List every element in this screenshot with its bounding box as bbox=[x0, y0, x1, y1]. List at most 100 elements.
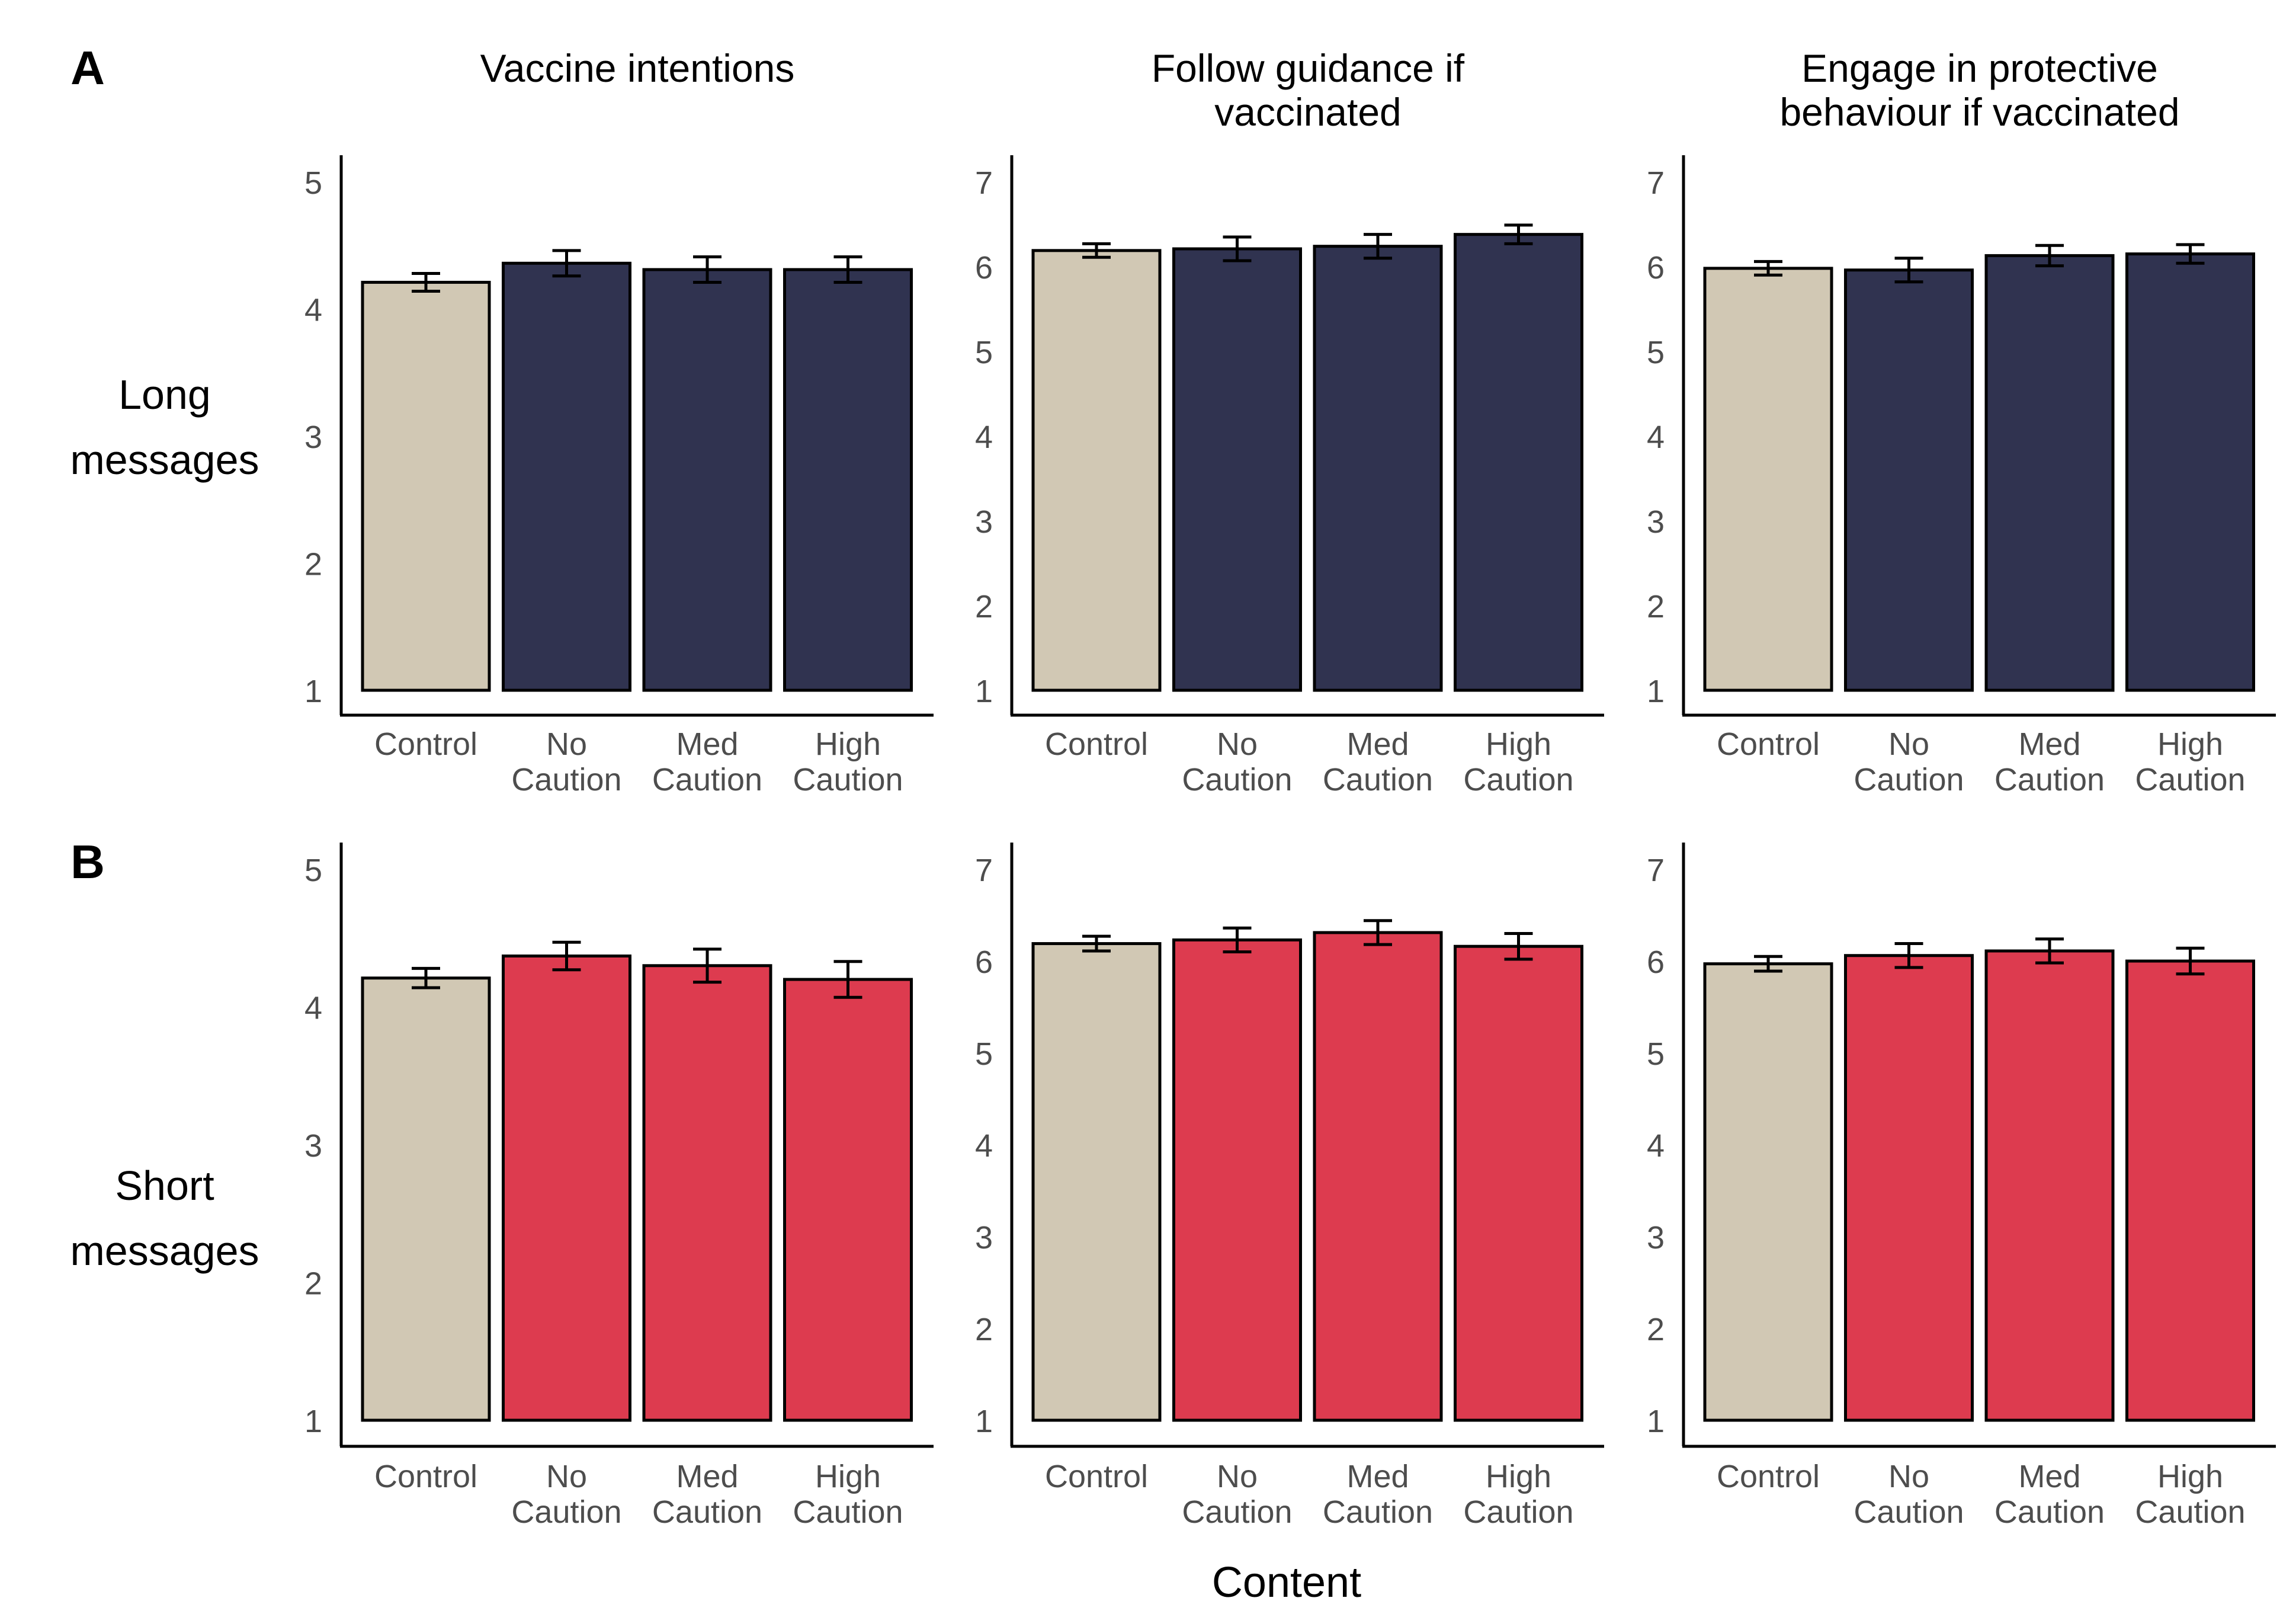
category-label: Caution bbox=[1994, 762, 2105, 798]
error-bar-3 bbox=[1504, 932, 1533, 961]
category-label: No bbox=[1888, 726, 1929, 762]
category-label: Caution bbox=[1463, 762, 1573, 798]
y-tick-label: 2 bbox=[304, 547, 322, 582]
column-title-2-line-1: behaviour if vaccinated bbox=[1779, 90, 2179, 134]
error-bar-0 bbox=[412, 271, 440, 293]
category-label: Med bbox=[1346, 1459, 1409, 1494]
category-label: No bbox=[1217, 726, 1258, 762]
y-tick-label: 3 bbox=[1647, 1220, 1665, 1256]
y-tick-label: 5 bbox=[304, 853, 322, 888]
y-tick-label: 1 bbox=[1647, 1404, 1665, 1439]
y-tick-label: 1 bbox=[975, 674, 993, 709]
error-bar-3 bbox=[833, 255, 862, 284]
category-label: High bbox=[2157, 726, 2223, 762]
category-label: Caution bbox=[2135, 1494, 2245, 1530]
y-tick-label: 5 bbox=[975, 1036, 993, 1072]
category-label: Control bbox=[374, 726, 477, 762]
y-tick-label: 5 bbox=[975, 335, 993, 370]
category-label: Caution bbox=[1323, 762, 1433, 798]
bar-3 bbox=[2125, 959, 2255, 1422]
x-axis-label: Content bbox=[1212, 1559, 1361, 1606]
y-tick-label: 5 bbox=[304, 165, 322, 201]
category-label: Caution bbox=[1182, 762, 1292, 798]
category-label: Med bbox=[676, 1459, 738, 1494]
column-title-2-line-0: Engage in protective bbox=[1801, 46, 2158, 90]
bar-0 bbox=[361, 976, 491, 1422]
error-bar-2 bbox=[1364, 919, 1392, 946]
error-bar-3 bbox=[2176, 946, 2205, 976]
bar-1 bbox=[1844, 954, 1974, 1422]
category-label: Caution bbox=[511, 1494, 621, 1530]
y-tick-label: 3 bbox=[975, 1220, 993, 1256]
error-bar-3 bbox=[2176, 243, 2205, 265]
category-label: High bbox=[815, 1459, 881, 1494]
y-tick-label: 4 bbox=[304, 991, 322, 1026]
y-tick-label: 7 bbox=[1647, 165, 1665, 201]
category-label: No bbox=[1888, 1459, 1929, 1494]
bar-3 bbox=[1454, 944, 1583, 1422]
bar-0 bbox=[1031, 942, 1162, 1422]
column-title-0-line-0: Vaccine intentions bbox=[480, 46, 795, 90]
error-bar-2 bbox=[2035, 244, 2064, 268]
bar-2 bbox=[1313, 245, 1443, 692]
category-label: High bbox=[815, 726, 881, 762]
y-tick-label: 7 bbox=[975, 165, 993, 201]
bar-1 bbox=[1172, 938, 1302, 1422]
category-label: Control bbox=[1045, 1459, 1148, 1494]
y-tick-label: 2 bbox=[975, 1312, 993, 1347]
category-label: Med bbox=[1346, 726, 1409, 762]
category-label: Control bbox=[1045, 726, 1148, 762]
y-tick-label: 4 bbox=[975, 1128, 993, 1164]
error-bar-0 bbox=[1082, 934, 1111, 953]
error-bar-0 bbox=[1754, 955, 1782, 973]
y-tick-label: 6 bbox=[1647, 944, 1665, 980]
y-tick-label: 1 bbox=[975, 1404, 993, 1439]
row-label-1-line-1: messages bbox=[70, 1228, 259, 1274]
category-label: No bbox=[1217, 1459, 1258, 1494]
figure-labels: A B Long messages Short messages Vaccine inten… bbox=[70, 41, 2179, 1606]
category-label: Caution bbox=[793, 762, 903, 798]
y-tick-label: 2 bbox=[1647, 1312, 1665, 1347]
error-bar-1 bbox=[1894, 257, 1923, 284]
bar-3 bbox=[1454, 233, 1583, 692]
bar-0 bbox=[1703, 267, 1833, 692]
column-title-1-line-0: Follow guidance if bbox=[1152, 46, 1465, 90]
bar-1 bbox=[502, 954, 631, 1422]
row-label-0-line-0: Long bbox=[118, 372, 211, 418]
bar-0 bbox=[361, 280, 491, 692]
panel-label-a: A bbox=[70, 41, 105, 94]
bar-2 bbox=[1984, 254, 2115, 692]
category-label: Caution bbox=[1182, 1494, 1292, 1530]
category-label: Caution bbox=[1323, 1494, 1433, 1530]
y-tick-label: 4 bbox=[1647, 1128, 1665, 1164]
category-label: Caution bbox=[511, 762, 621, 798]
bar-1 bbox=[1844, 268, 1974, 692]
y-tick-label: 2 bbox=[975, 589, 993, 625]
category-label: Caution bbox=[652, 1494, 762, 1530]
y-tick-label: 7 bbox=[1647, 853, 1665, 888]
bar-0 bbox=[1031, 249, 1162, 692]
error-bar-2 bbox=[693, 255, 721, 284]
error-bar-0 bbox=[1754, 260, 1782, 277]
y-tick-label: 2 bbox=[304, 1266, 322, 1302]
error-bar-1 bbox=[552, 940, 581, 972]
category-label: Med bbox=[2018, 726, 2080, 762]
category-label: Control bbox=[374, 1459, 477, 1494]
y-tick-label: 6 bbox=[975, 250, 993, 286]
y-tick-label: 5 bbox=[1647, 335, 1665, 370]
category-label: Caution bbox=[793, 1494, 903, 1530]
category-label: Control bbox=[1717, 726, 1820, 762]
category-label: Control bbox=[1717, 1459, 1820, 1494]
row-label-0-line-1: messages bbox=[70, 437, 259, 483]
category-label: Caution bbox=[1854, 1494, 1964, 1530]
category-label: No bbox=[546, 1459, 587, 1494]
y-tick-label: 3 bbox=[304, 419, 322, 455]
error-bar-2 bbox=[1364, 233, 1392, 260]
category-label: Med bbox=[676, 726, 738, 762]
bar-3 bbox=[783, 978, 913, 1422]
